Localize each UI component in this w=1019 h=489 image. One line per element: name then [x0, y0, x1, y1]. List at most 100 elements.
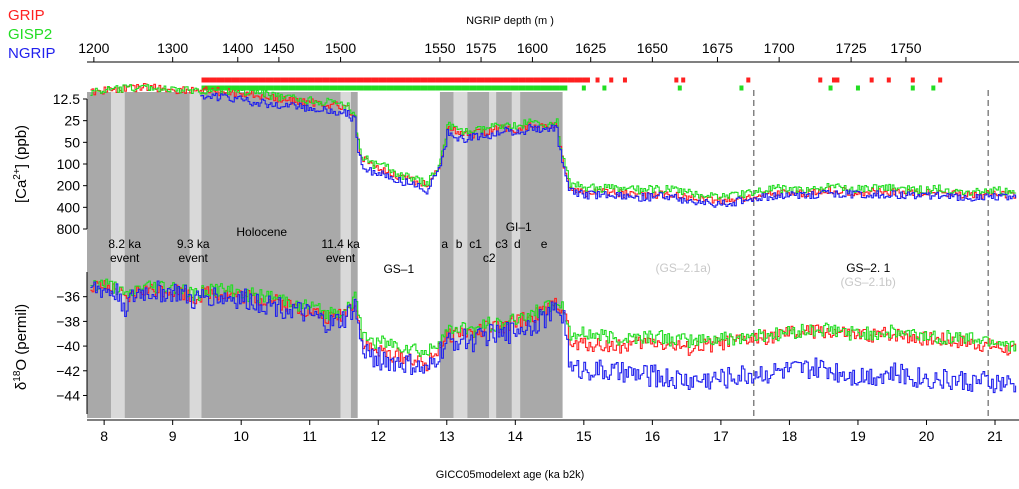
- x-tick-label: 15: [576, 428, 592, 444]
- marker-grip: [423, 77, 428, 83]
- marker-grip: [269, 77, 274, 83]
- marker-gisp2: [427, 85, 432, 91]
- marker-gisp2: [265, 85, 270, 91]
- x-tick-label: 10: [233, 428, 249, 444]
- marker-grip: [201, 77, 206, 83]
- marker-grip: [212, 77, 217, 83]
- marker-gisp2: [423, 85, 428, 91]
- marker-grip: [746, 77, 751, 83]
- marker-grip: [529, 77, 534, 83]
- d18o-label-sup: 18: [12, 370, 23, 382]
- marker-grip: [835, 77, 840, 83]
- annotation-12: d: [514, 237, 521, 251]
- d18o-label-main: δ: [13, 382, 30, 390]
- marker-grip: [476, 77, 481, 83]
- marker-grip: [393, 77, 398, 83]
- marker-grip: [536, 77, 541, 83]
- marker-grip: [457, 77, 462, 83]
- ca-series-ngrip: [200, 92, 1017, 208]
- d18o-series-ngrip: [90, 280, 1017, 394]
- marker-gisp2: [212, 85, 217, 91]
- annotation-text: c1: [469, 237, 482, 251]
- marker-gisp2: [295, 85, 300, 91]
- marker-grip: [280, 77, 285, 83]
- marker-grip: [363, 77, 368, 83]
- marker-grip: [548, 77, 553, 83]
- marker-grip: [367, 77, 372, 83]
- annotation-11: c2: [483, 251, 496, 265]
- ca-tick-label: 25: [64, 113, 80, 129]
- marker-gisp2: [405, 85, 410, 91]
- annotation-text: c2: [483, 251, 496, 265]
- shaded-band-3: [124, 92, 190, 418]
- marker-grip: [595, 77, 600, 83]
- x-tick-label: 20: [919, 428, 935, 444]
- annotation-text: 8.2 ka: [108, 237, 141, 251]
- marker-grip: [609, 77, 614, 83]
- marker-grip: [910, 77, 915, 83]
- marker-gisp2: [525, 85, 530, 91]
- annotation-16: (GS–2.1b): [841, 275, 896, 289]
- x-tick-label: 16: [645, 428, 661, 444]
- marker-gisp2: [563, 85, 568, 91]
- marker-gisp2: [303, 85, 308, 91]
- marker-grip: [352, 77, 357, 83]
- marker-grip: [265, 77, 270, 83]
- marker-gisp2: [828, 85, 833, 91]
- marker-gisp2: [677, 85, 682, 91]
- marker-gisp2: [337, 85, 342, 91]
- legend: GRIP GISP2 NGRIP: [8, 7, 56, 62]
- marker-gisp2: [487, 85, 492, 91]
- d18o-axis-label: δ18O (permil): [12, 304, 30, 390]
- marker-grip: [295, 77, 300, 83]
- marker-grip: [314, 77, 319, 83]
- marker-grip: [559, 77, 564, 83]
- marker-grip: [454, 77, 459, 83]
- marker-gisp2: [314, 85, 319, 91]
- marker-grip: [276, 77, 281, 83]
- marker-grip: [254, 77, 259, 83]
- marker-grip: [533, 77, 538, 83]
- marker-grip: [250, 77, 255, 83]
- marker-grip: [329, 77, 334, 83]
- marker-gisp2: [340, 85, 345, 91]
- annotation-text: 9.3 ka: [177, 237, 210, 251]
- marker-gisp2: [359, 85, 364, 91]
- annotation-text: e: [541, 237, 548, 251]
- marker-gisp2: [352, 85, 357, 91]
- marker-grip: [491, 77, 496, 83]
- top-tick-label: 1700: [764, 40, 795, 56]
- ca-tick-label: 12.5: [53, 91, 80, 107]
- top-tick-label: 1200: [78, 40, 109, 56]
- marker-gisp2: [246, 85, 251, 91]
- annotation-text: (GS–2.1b): [841, 275, 896, 289]
- x-tick-label: 21: [987, 428, 1003, 444]
- ca-label-sup: 2+: [12, 168, 23, 180]
- marker-grip: [506, 77, 511, 83]
- marker-gisp2: [536, 85, 541, 91]
- marker-gisp2: [469, 85, 474, 91]
- d18o-tick-label: −40: [56, 338, 80, 354]
- marker-gisp2: [435, 85, 440, 91]
- marker-gisp2: [521, 85, 526, 91]
- annotation-text: d: [514, 237, 521, 251]
- marker-row-gisp2: [201, 85, 936, 91]
- marker-grip: [465, 77, 470, 83]
- marker-grip: [356, 77, 361, 83]
- marker-grip: [405, 77, 410, 83]
- top-tick-label: 1550: [424, 40, 455, 56]
- marker-gisp2: [552, 85, 557, 91]
- marker-grip: [938, 77, 943, 83]
- marker-grip: [307, 77, 312, 83]
- marker-grip: [246, 77, 251, 83]
- marker-gisp2: [329, 85, 334, 91]
- marker-gisp2: [280, 85, 285, 91]
- x-axis-label: GICC05modelext age (ka b2k): [436, 469, 585, 481]
- shaded-band-1: [87, 92, 111, 418]
- d18o-label-end: O (permil): [13, 304, 30, 371]
- marker-grip: [578, 77, 583, 83]
- marker-grip: [886, 77, 891, 83]
- marker-gisp2: [291, 85, 296, 91]
- marker-gisp2: [363, 85, 368, 91]
